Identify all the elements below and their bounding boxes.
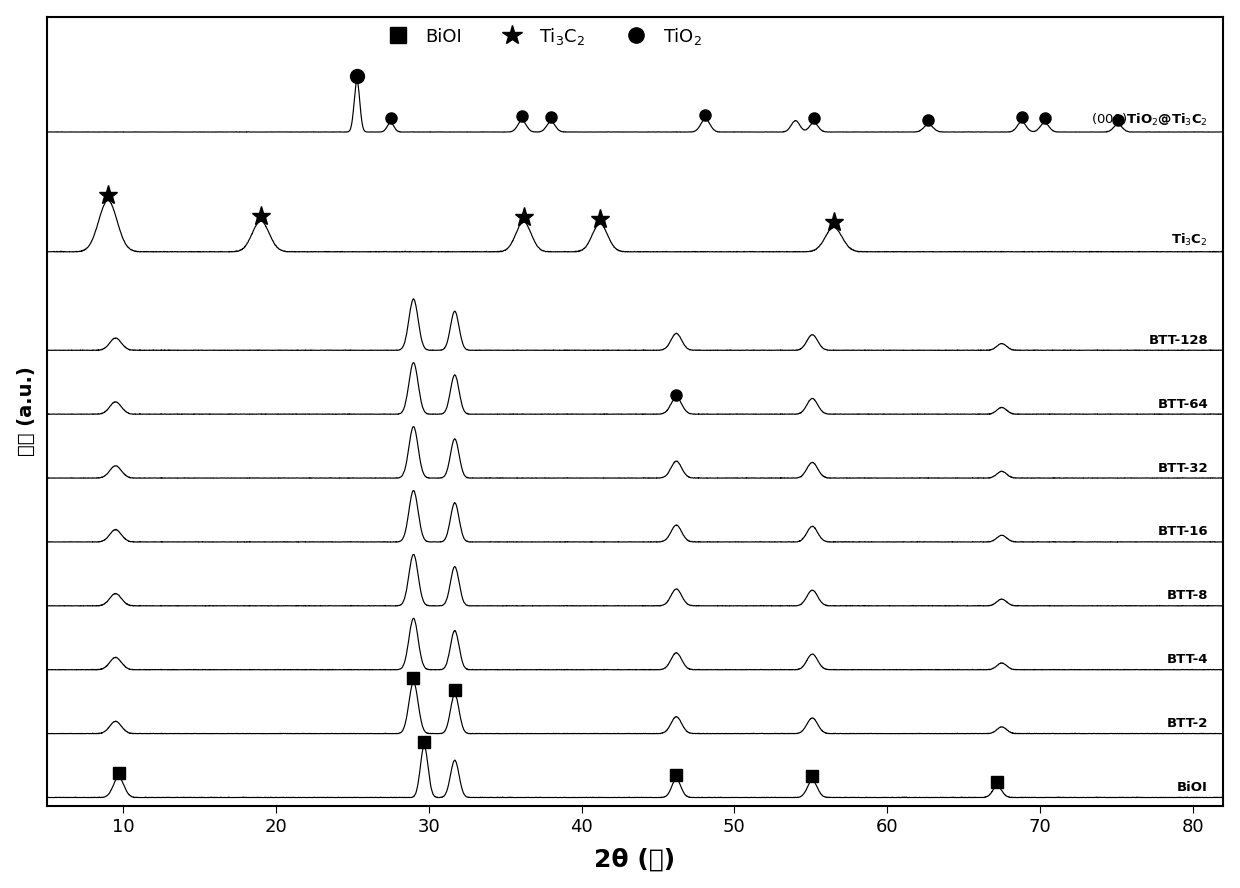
Y-axis label: 强度 (a.u.): 强度 (a.u.) bbox=[16, 367, 36, 456]
Text: $(001)$TiO$_2$@Ti$_3$C$_2$: $(001)$TiO$_2$@Ti$_3$C$_2$ bbox=[1091, 113, 1208, 129]
Legend: BiOI, Ti$_3$C$_2$, TiO$_2$: BiOI, Ti$_3$C$_2$, TiO$_2$ bbox=[379, 26, 702, 47]
Text: BTT-32: BTT-32 bbox=[1157, 462, 1208, 474]
Text: Ti$_3$C$_2$: Ti$_3$C$_2$ bbox=[1172, 232, 1208, 249]
Text: BTT-128: BTT-128 bbox=[1148, 334, 1208, 347]
Text: BTT-4: BTT-4 bbox=[1167, 654, 1208, 666]
Text: BTT-16: BTT-16 bbox=[1157, 526, 1208, 538]
Text: BTT-64: BTT-64 bbox=[1157, 398, 1208, 410]
Text: BTT-8: BTT-8 bbox=[1167, 590, 1208, 602]
Text: BiOI: BiOI bbox=[1177, 781, 1208, 794]
X-axis label: 2θ (度): 2θ (度) bbox=[594, 847, 676, 871]
Text: BTT-2: BTT-2 bbox=[1167, 718, 1208, 730]
